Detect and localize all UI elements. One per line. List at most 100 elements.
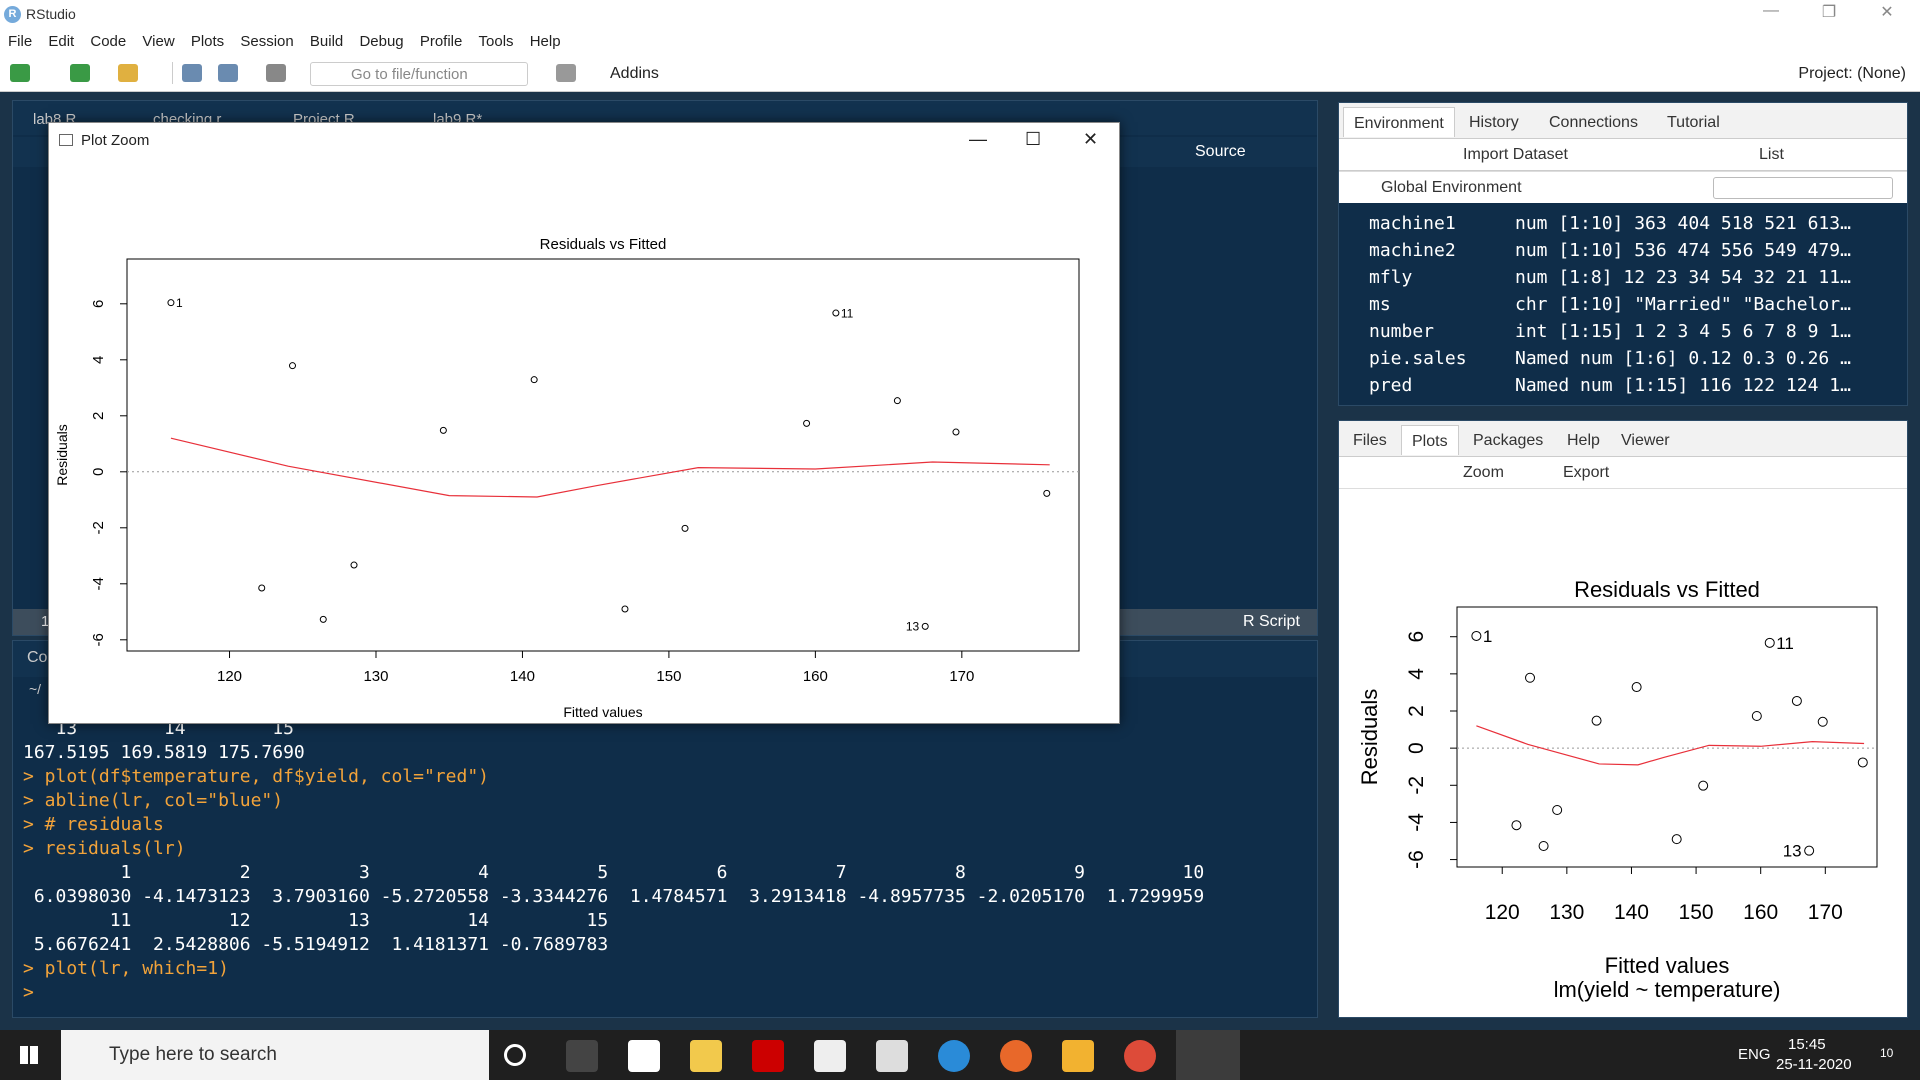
firefox-icon[interactable] [1000,1040,1032,1072]
tab-connections[interactable]: Connections [1549,114,1638,131]
dropbox-icon[interactable] [628,1040,660,1072]
netflix-icon[interactable] [752,1040,784,1072]
tab-plots[interactable]: Plots [1401,425,1459,455]
console-line: > residuals(lr) [23,838,186,859]
addins-menu[interactable]: Addins [610,65,659,82]
task-view-icon[interactable] [566,1040,598,1072]
residual-point [681,524,689,532]
global-environment-menu[interactable]: Global Environment [1381,179,1522,196]
y-tick-label: -4 [90,577,107,590]
residual-point [1631,682,1642,693]
menu-plots[interactable]: Plots [190,33,225,50]
menu-profile[interactable]: Profile [419,33,463,50]
restore-button[interactable]: ❐ [1821,4,1837,21]
tab-packages[interactable]: Packages [1473,432,1544,449]
source-button[interactable]: Source [1195,143,1246,160]
menu-session[interactable]: Session [240,33,294,50]
save-icon[interactable] [182,64,202,82]
tab-help[interactable]: Help [1567,432,1600,449]
project-menu[interactable]: Project: (None) [1798,65,1906,82]
env-var-name[interactable]: mfly [1369,267,1413,288]
env-var-value: num [1:10] 536 474 556 549 479… [1515,240,1851,261]
y-tick-label: -2 [1405,776,1428,795]
env-var-name[interactable]: ms [1369,294,1391,315]
import-dataset-button[interactable]: Import Dataset [1463,146,1568,163]
x-tick-label: 140 [1614,901,1649,924]
x-tick-label: 120 [1485,901,1520,924]
grid-layout-icon[interactable] [556,64,576,82]
env-var-name[interactable]: machine2 [1369,240,1456,261]
rstudio-taskbar-button[interactable] [1176,1030,1240,1080]
menu-view[interactable]: View [142,33,175,50]
save-all-icon[interactable] [218,64,238,82]
rstudio-logo-icon: R [4,6,21,23]
menu-edit[interactable]: Edit [48,33,75,50]
list-view-menu[interactable]: List [1759,146,1784,163]
x-tick-label: 150 [656,668,681,685]
security-icon[interactable] [876,1040,908,1072]
plot-zoom-minimize[interactable]: — [969,129,987,149]
go-to-file-input[interactable]: Go to file/function [310,62,528,86]
x-tick-label: 170 [949,668,974,685]
console-output[interactable]: 13 14 15 167.5195 169.5819 175.7690 > plo… [23,717,1215,1005]
residual-point [832,309,840,317]
plots-toolbar: Zoom Export [1339,457,1907,489]
residual-point [1471,630,1482,641]
store-icon[interactable] [690,1040,722,1072]
mail-icon[interactable] [814,1040,846,1072]
y-tick-label: 2 [1405,705,1428,717]
clock-date[interactable]: 25-11-2020 [1776,1056,1852,1073]
language-indicator[interactable]: ENG [1738,1046,1771,1063]
env-toolbar: Import Dataset List [1339,139,1907,171]
tab-environment[interactable]: Environment [1343,107,1455,137]
script-type-menu[interactable]: R Script [1243,613,1300,630]
menu-help[interactable]: Help [529,33,561,50]
chrome-icon[interactable] [1124,1040,1156,1072]
plot-zoom-close[interactable]: ✕ [1083,129,1099,149]
file-explorer-icon[interactable] [1062,1040,1094,1072]
tab-viewer[interactable]: Viewer [1621,432,1670,449]
menu-debug[interactable]: Debug [359,33,404,50]
console-line: 1 2 3 4 5 6 7 8 9 10 [23,862,1216,883]
windows-start-icon[interactable] [20,1046,38,1064]
residual-point [350,561,358,569]
residual-point [1791,695,1802,706]
residual-point [1817,716,1828,727]
new-file-icon[interactable] [10,64,30,82]
env-var-name[interactable]: pred [1369,375,1413,396]
taskbar-search-input[interactable]: Type here to search [61,1030,489,1080]
console-line: > # residuals [23,814,164,835]
plot-zoom-window: Plot Zoom — ☐ ✕ Residuals vs Fitted 120 13… [48,122,1120,724]
plot-zoom-maximize[interactable]: ☐ [1025,129,1042,149]
cortana-icon[interactable] [504,1044,526,1066]
notification-count[interactable]: 10 [1880,1046,1894,1060]
tab-console[interactable]: Co [27,649,48,666]
console-line: 11 12 13 14 15 [23,910,620,931]
menu-file[interactable]: File [8,33,33,50]
edge-icon[interactable] [938,1040,970,1072]
env-search-input[interactable] [1713,177,1893,199]
env-var-name[interactable]: machine1 [1369,213,1456,234]
tab-tutorial[interactable]: Tutorial [1667,114,1720,131]
menu-tools[interactable]: Tools [478,33,514,50]
residual-point [921,622,929,630]
close-button[interactable]: ✕ [1880,4,1894,21]
open-file-icon[interactable] [118,64,138,82]
clock-time[interactable]: 15:45 [1788,1036,1826,1053]
y-tick-label: -6 [1405,850,1428,869]
minimize-button[interactable]: — [1763,2,1779,19]
menu-build[interactable]: Build [309,33,344,50]
env-var-name[interactable]: pie.sales [1369,348,1467,369]
zoom-button[interactable]: Zoom [1463,464,1504,481]
print-icon[interactable] [266,64,286,82]
console-line: 6.0398030 -4.1473123 3.7903160 -5.272055… [23,886,1216,907]
export-menu[interactable]: Export [1563,464,1610,481]
env-var-name[interactable]: number [1369,321,1435,342]
tab-history[interactable]: History [1469,114,1519,131]
tab-files[interactable]: Files [1353,432,1387,449]
residual-point [1552,804,1563,815]
new-project-icon[interactable] [70,64,90,82]
menu-code[interactable]: Code [90,33,127,50]
plots-pane: Files Plots Packages Help Viewer Zoom Ex… [1338,420,1908,1018]
